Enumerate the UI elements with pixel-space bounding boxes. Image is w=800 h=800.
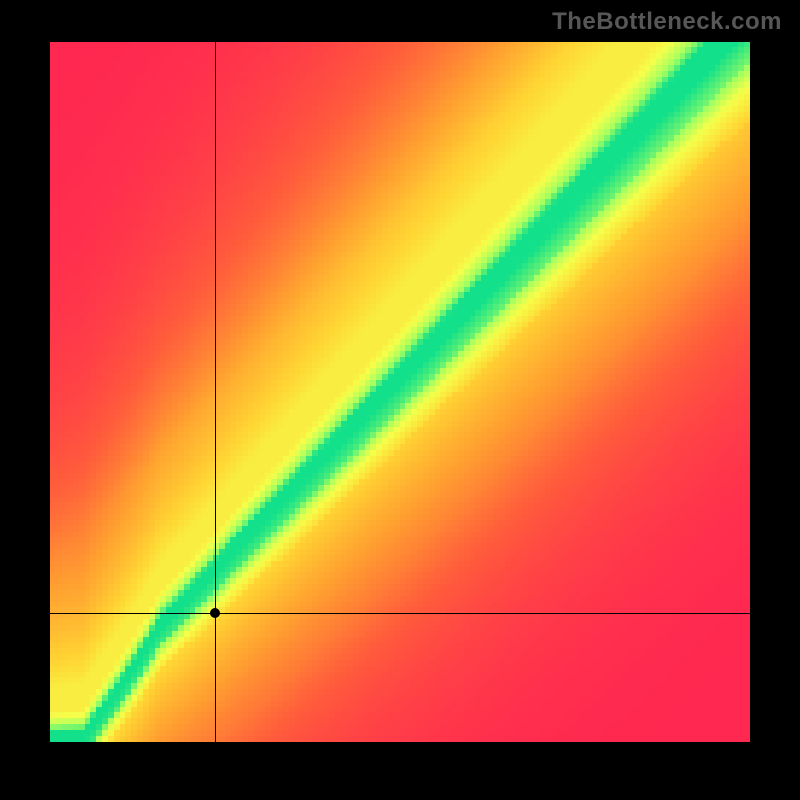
crosshair-marker xyxy=(210,608,220,618)
heatmap-plot xyxy=(50,42,750,742)
watermark-text: TheBottleneck.com xyxy=(552,8,782,36)
chart-container: TheBottleneck.com xyxy=(0,0,800,800)
crosshair-horizontal xyxy=(50,613,750,614)
heatmap-canvas xyxy=(50,42,750,742)
crosshair-vertical xyxy=(215,42,216,742)
